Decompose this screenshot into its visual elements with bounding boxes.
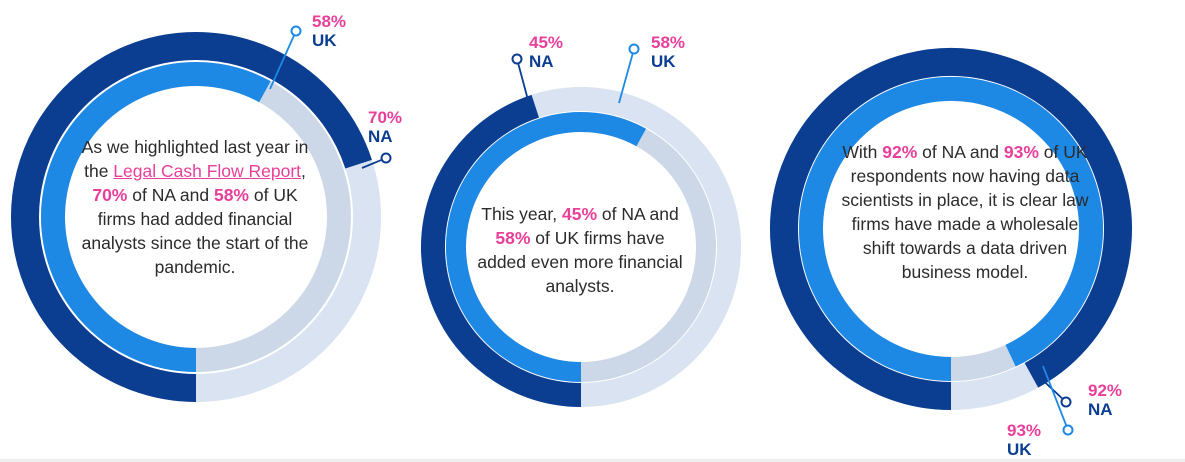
chart-2-connector-dot [511, 53, 523, 65]
chart-2-description: This year, 45% of NA and 58% of UK firms… [470, 202, 690, 298]
label-value: 70% [368, 108, 403, 127]
chart-2-text-part: of NA and [597, 204, 679, 224]
chart-1-uk-arc [41, 62, 271, 372]
label-value: 92% [1088, 381, 1123, 400]
chart-1-description: As we highlighted last year in the Legal… [80, 135, 310, 279]
chart-3-text-part: With [842, 142, 883, 162]
label-value: 93% [1007, 421, 1042, 440]
chart-1-uk-label: 58% UK [312, 12, 346, 50]
chart-3-text-part: of NA and [917, 142, 1004, 162]
chart-1-text-part: As we highlighted last year in the [81, 137, 309, 181]
label-region: NA [1088, 400, 1113, 419]
chart-2-na-arc [421, 94, 582, 407]
chart-1-text-part: of UK firms had added financial analysts… [81, 185, 309, 277]
chart-3-connector-dot [1062, 424, 1074, 436]
bottom-divider [0, 459, 1185, 462]
label-region: UK [651, 52, 676, 71]
label-region: UK [1007, 440, 1032, 459]
chart-3-connector-dot [1060, 396, 1072, 408]
label-value: 45% [529, 33, 564, 52]
legal-cash-flow-report-link[interactable]: Legal Cash Flow Report [113, 161, 302, 181]
label-region: NA [529, 52, 554, 71]
chart-1-na-label: 70% NA [368, 108, 402, 146]
chart-2-connector-dot [628, 43, 640, 55]
label-region: UK [312, 31, 337, 50]
chart-3-uk-arc [799, 77, 1103, 381]
chart-2-uk-arc [446, 112, 647, 382]
chart-2-uk-percent: 58% [495, 228, 531, 248]
chart-1-connector-line [269, 30, 297, 90]
chart-2-uk-label: 58% UK [651, 33, 685, 71]
chart-1-uk-percent: 58% [213, 185, 249, 205]
chart-3-na-label: 92% NA [1088, 381, 1122, 419]
chart-2-connector-line [618, 48, 635, 104]
chart-3-na-percent: 92% [882, 142, 918, 162]
chart-3-na-arc [770, 48, 1132, 410]
chart-1-text-part: , [301, 161, 306, 181]
chart-3-uk-percent: 93% [1003, 142, 1039, 162]
chart-3-connector-line [1042, 365, 1069, 431]
chart-2-na-label: 45% NA [529, 33, 563, 71]
chart-3-text-part: of UK respondents now having data scient… [841, 142, 1089, 282]
chart-1-na-percent: 70% [92, 185, 128, 205]
chart-1-connector-dot [380, 152, 392, 164]
chart-2-text-part: This year, [481, 204, 562, 224]
chart-3-uk-label: 93% UK [1007, 421, 1041, 459]
chart-1-text-part: of NA and [127, 185, 214, 205]
label-value: 58% [651, 33, 686, 52]
chart-1-na-arc [11, 32, 372, 402]
chart-1-connector-dot [290, 25, 302, 37]
chart-2-connector-line [516, 58, 529, 101]
chart-2-na-percent: 45% [561, 204, 598, 224]
label-value: 58% [312, 12, 347, 31]
chart-3-connector-line [1033, 371, 1067, 403]
chart-2-text-part: of UK firms have added even more financi… [477, 228, 683, 296]
label-region: NA [368, 127, 393, 146]
chart-3-description: With 92% of NA and 93% of UK respondents… [838, 140, 1092, 284]
